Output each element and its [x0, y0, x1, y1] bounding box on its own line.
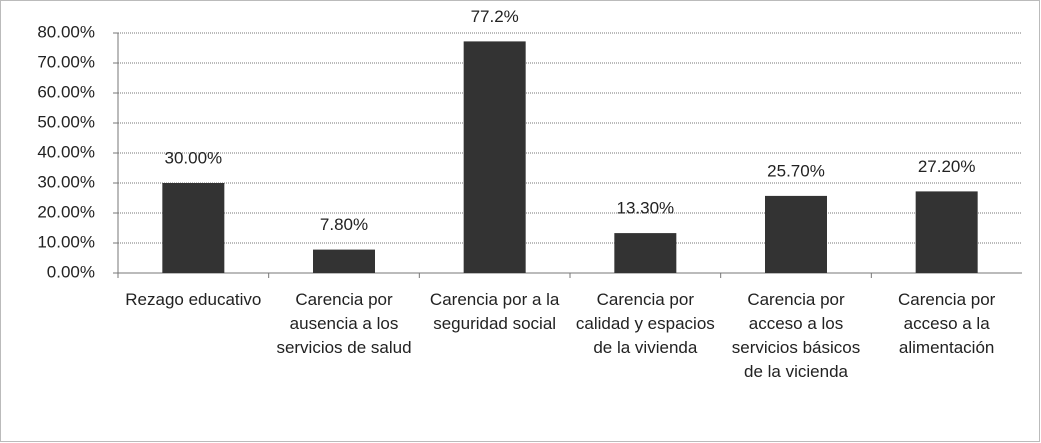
bar [463, 41, 526, 274]
x-tick-label: Carencia por acceso a los servicios bási… [731, 290, 861, 381]
x-tick-label: Carencia por a la seguridad social [429, 290, 560, 333]
value-label: 77.2% [471, 7, 519, 26]
y-tick-label: 0.00% [47, 262, 95, 281]
x-tick-label: Rezago educativo [125, 290, 262, 309]
value-label: 25.70% [767, 161, 825, 180]
y-tick-label: 40.00% [37, 142, 95, 161]
x-tick-label: Carencia por calidad y espacios de la vi… [575, 290, 715, 357]
y-tick-label: 80.00% [37, 22, 95, 41]
y-tick-label: 70.00% [37, 52, 95, 71]
value-label: 27.20% [918, 157, 976, 176]
y-tick-label: 10.00% [37, 232, 95, 251]
y-tick-label: 30.00% [37, 172, 95, 191]
y-tick-label: 20.00% [37, 202, 95, 221]
value-label: 7.80% [320, 215, 368, 234]
value-label: 30.00% [164, 148, 222, 167]
y-tick-label: 50.00% [37, 112, 95, 131]
y-tick-label: 60.00% [37, 82, 95, 101]
bar [614, 233, 677, 273]
bar [765, 195, 827, 273]
bar [313, 249, 375, 273]
x-tick-label: Carencia por acceso a la alimentación [897, 290, 996, 357]
value-label: 13.30% [616, 199, 674, 218]
bar [915, 191, 978, 273]
bar [162, 183, 225, 273]
x-tick-label: Carencia por ausencia a los servicios de… [276, 290, 412, 357]
